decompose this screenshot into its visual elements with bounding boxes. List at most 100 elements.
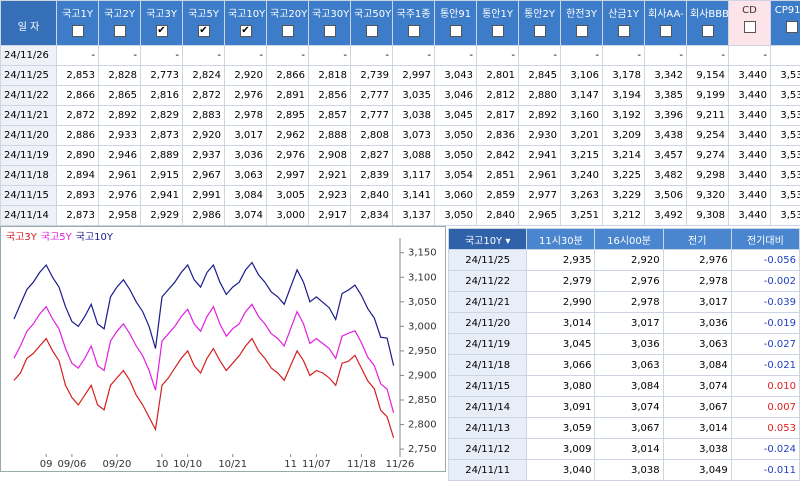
value-cell: -0.039 [731, 292, 799, 313]
rate-cell: 3,492 [645, 206, 687, 226]
rate-cell: 2,856 [309, 86, 351, 106]
checkbox[interactable]: ✔ [240, 25, 252, 37]
rate-cell: 2,923 [309, 186, 351, 206]
rate-cell: 3,440 [729, 86, 771, 106]
rate-cell: 3,046 [435, 86, 477, 106]
rate-cell: - [393, 46, 435, 66]
rate-cell: 3,385 [645, 86, 687, 106]
rate-cell: 3,141 [393, 186, 435, 206]
value-cell: -0.011 [731, 460, 799, 481]
checkbox[interactable]: ✔ [198, 25, 210, 37]
rate-cell: 9,199 [687, 86, 729, 106]
table-row: 24/11/26------------------ [1, 46, 800, 66]
checkbox[interactable] [702, 25, 714, 37]
column-title: 국고1Y [62, 9, 93, 20]
checkbox[interactable] [576, 25, 588, 37]
checkbox[interactable] [618, 25, 630, 37]
value-cell: 2,990 [527, 292, 595, 313]
rate-cell: 2,834 [351, 206, 393, 226]
rate-cell: 2,872 [183, 86, 225, 106]
rate-cell: 3,229 [603, 186, 645, 206]
rate-cell: 2,865 [99, 86, 141, 106]
rate-cell: 3,440 [729, 206, 771, 226]
rate-cell: 2,946 [99, 146, 141, 166]
column-title: 일 자 [18, 22, 40, 33]
checkbox[interactable] [324, 25, 336, 37]
checkbox[interactable] [366, 25, 378, 37]
rate-cell: 2,978 [225, 106, 267, 126]
y-tick-label: 3,100 [408, 272, 437, 283]
rate-cell: 3,060 [435, 186, 477, 206]
rate-cell: - [267, 46, 309, 66]
rate-cell: 2,976 [267, 146, 309, 166]
rate-cell: 3,005 [267, 186, 309, 206]
date-cell: 24/11/14 [1, 206, 57, 226]
checkbox[interactable] [72, 25, 84, 37]
checkbox[interactable] [492, 25, 504, 37]
rate-cell: 3,212 [603, 206, 645, 226]
value-cell: 3,084 [663, 355, 731, 376]
value-cell: 3,059 [527, 418, 595, 439]
rate-cell: 2,827 [351, 146, 393, 166]
checkbox[interactable] [744, 21, 756, 33]
rate-cell: 3,137 [393, 206, 435, 226]
dropdown-arrow[interactable]: ▾ [502, 236, 510, 247]
rate-cell: 3,000 [267, 206, 309, 226]
legend-label: 국고3Y [6, 231, 38, 243]
checkbox[interactable] [114, 25, 126, 37]
column-header: 국고20Y [267, 1, 309, 46]
rate-cell: 3,017 [225, 126, 267, 146]
rate-cell: 2,840 [477, 206, 519, 226]
rate-cell: 9,211 [687, 106, 729, 126]
column-title: CP91D [775, 5, 800, 16]
rate-cell: 2,965 [519, 206, 561, 226]
rate-cell: 2,920 [183, 126, 225, 146]
value-cell: 3,067 [663, 397, 731, 418]
checkbox[interactable] [408, 25, 420, 37]
column-header: 전기대비 [731, 229, 799, 250]
rate-cell: 9,320 [687, 186, 729, 206]
column-title: 국고2Y [104, 9, 135, 20]
rate-cell: 3,117 [393, 166, 435, 186]
y-tick-label: 3,150 [408, 248, 437, 259]
rate-cell: 2,961 [519, 166, 561, 186]
rate-cell: 2,976 [225, 86, 267, 106]
column-header: 일 자 [1, 1, 57, 46]
rate-cell: 2,908 [309, 146, 351, 166]
x-tick-label: 11/07 [302, 459, 331, 470]
column-header: 16시00분 [595, 229, 663, 250]
checkbox[interactable] [786, 21, 798, 33]
checkbox[interactable] [660, 25, 672, 37]
column-header: 산금1Y [603, 1, 645, 46]
rate-cell: 2,895 [267, 106, 309, 126]
checkbox[interactable] [450, 25, 462, 37]
rate-cell: 3,225 [603, 166, 645, 186]
rate-cell: 9,308 [687, 206, 729, 226]
rate-cell: 3,178 [603, 66, 645, 86]
rate-cell: 2,866 [57, 86, 99, 106]
column-header: 국고10Y✔ [225, 1, 267, 46]
rate-cell: 2,929 [141, 206, 183, 226]
checkbox[interactable]: ✔ [156, 25, 168, 37]
rate-cell: - [561, 46, 603, 66]
rate-cell: - [771, 46, 800, 66]
rate-cell: - [435, 46, 477, 66]
column-title: 국고20Y [270, 9, 307, 20]
value-cell: 3,040 [527, 460, 595, 481]
checkbox[interactable] [282, 25, 294, 37]
rate-cell: 2,857 [309, 106, 351, 126]
rate-cell: 2,842 [477, 146, 519, 166]
rate-cell: 3,530 [771, 146, 800, 166]
rate-cell: 2,977 [519, 186, 561, 206]
rate-cell: 3,530 [771, 206, 800, 226]
rate-cell: 3,050 [435, 146, 477, 166]
rate-cell: 2,941 [141, 186, 183, 206]
checkbox[interactable] [534, 25, 546, 37]
